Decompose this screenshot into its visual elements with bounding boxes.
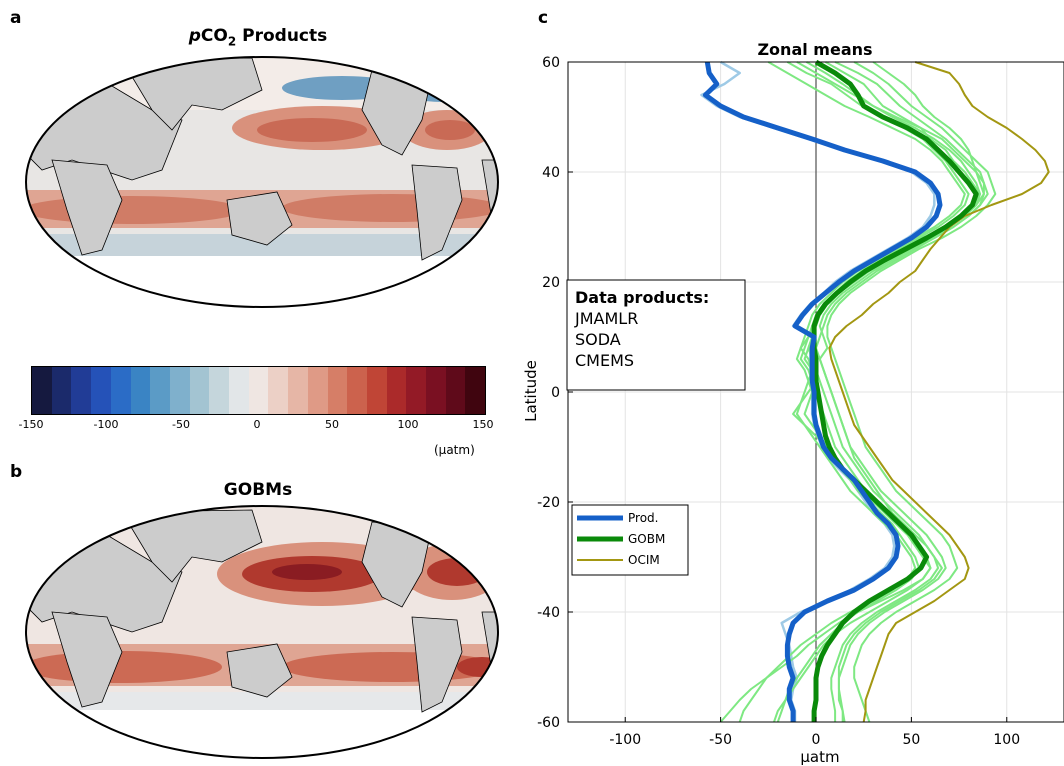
series-line-member — [807, 61, 985, 722]
chart-axes: -100 -50 0 50 100 60 40 20 0 -20 -40 -60 — [537, 55, 1064, 748]
colorbar — [31, 366, 486, 415]
colorbar-swatch — [110, 367, 131, 414]
panel-c-letter: c — [538, 8, 549, 28]
y-axis-label: Latitude — [522, 360, 540, 422]
colorbar-swatch — [130, 367, 151, 414]
colorbar-swatch — [209, 367, 230, 414]
x-tick-label: -50 — [709, 732, 732, 748]
x-axis-label: μatm — [800, 748, 839, 766]
data-product-item: SODA — [575, 330, 621, 349]
y-tick-label: -60 — [537, 715, 560, 731]
colorbar-swatch — [406, 367, 427, 414]
data-products-box: Data products: JMAMLR SODA CMEMS — [566, 279, 746, 391]
colorbar-swatch — [327, 367, 348, 414]
panel-a-letter: a — [10, 8, 22, 28]
y-tick-label: -40 — [537, 605, 560, 621]
series-line-gobm — [811, 59, 979, 722]
colorbar-tick: 0 — [253, 418, 261, 431]
colorbar-unit: (μatm) — [434, 443, 475, 457]
colorbar-tick: 100 — [397, 418, 419, 431]
colorbar-swatch — [386, 367, 407, 414]
colorbar-swatch — [229, 367, 249, 414]
map-pco2-products — [25, 56, 499, 308]
data-products-title: Data products: — [575, 288, 709, 307]
colorbar-swatch — [189, 367, 210, 414]
chart-title: Zonal means — [757, 40, 872, 59]
x-tick-label: 50 — [902, 732, 920, 748]
panel-b-title: GOBMs — [223, 480, 293, 500]
colorbar-swatch — [445, 367, 466, 414]
y-tick-label: -20 — [537, 495, 560, 511]
colorbar-swatch — [347, 367, 367, 414]
panel-b-letter: b — [10, 462, 23, 482]
series-line-ocim — [828, 61, 1050, 723]
colorbar-swatches — [32, 367, 486, 414]
colorbar-swatch — [169, 367, 190, 414]
x-tick-label: 100 — [993, 732, 1020, 748]
panel-a-title: pCO2 Products — [108, 26, 408, 48]
chart-legend: Prod. GOBM OCIM — [571, 504, 689, 576]
chart-series — [700, 59, 1050, 723]
data-product-item: CMEMS — [575, 351, 634, 370]
colorbar-tick: -100 — [93, 418, 119, 431]
colorbar-swatch — [32, 367, 52, 414]
colorbar-swatch — [150, 367, 170, 414]
title-suffix: Products — [236, 26, 328, 46]
legend-label: GOBM — [628, 532, 665, 546]
legend-label: Prod. — [628, 511, 658, 525]
y-tick-label: 40 — [542, 165, 560, 181]
x-tick-label: -100 — [609, 732, 641, 748]
colorbar-swatch — [248, 367, 269, 414]
colorbar-swatch — [426, 367, 446, 414]
y-tick-label: 20 — [542, 275, 560, 291]
y-tick-label: 60 — [542, 55, 560, 71]
colorbar-swatch — [288, 367, 308, 414]
series-line-member — [738, 61, 966, 723]
title-sub: 2 — [227, 34, 237, 49]
data-product-item: JMAMLR — [574, 309, 638, 328]
colorbar-swatch — [51, 367, 72, 414]
colorbar-tick: 50 — [325, 418, 339, 431]
series-line-prod — [702, 61, 943, 722]
colorbar-tick: 150 — [472, 418, 494, 431]
colorbar-swatch — [91, 367, 111, 414]
colorbar-swatch — [307, 367, 328, 414]
x-tick-label: 0 — [812, 732, 821, 748]
colorbar-swatch — [465, 367, 486, 414]
colorbar-tick: -50 — [172, 418, 190, 431]
colorbar-swatch — [366, 367, 387, 414]
series-line-member — [815, 61, 985, 722]
title-p: p — [188, 26, 201, 46]
y-tick-label: 0 — [551, 385, 560, 401]
legend-label: OCIM — [628, 553, 660, 567]
zonal-means-chart: Zonal means -100 -50 0 50 100 60 40 20 0 -20 -40 -6… — [522, 40, 1064, 766]
colorbar-ticks: -150 -100 -50 0 50 100 150 — [13, 418, 503, 434]
title-co: CO — [200, 26, 228, 46]
colorbar-swatch — [268, 367, 289, 414]
colorbar-swatch — [71, 367, 92, 414]
map-gobms — [25, 505, 499, 759]
colorbar-tick: -150 — [18, 418, 44, 431]
series-line-member — [826, 61, 997, 723]
